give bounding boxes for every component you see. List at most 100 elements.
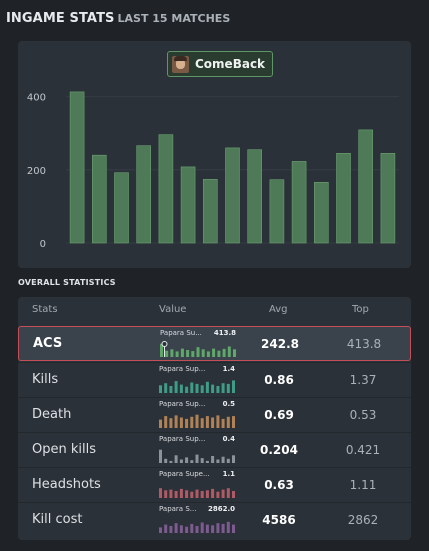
- stat-sparkline: Papara S... 2862.0: [159, 505, 235, 536]
- sparkline-bar: [195, 454, 199, 463]
- sparkline-bar: [195, 383, 199, 393]
- stat-row[interactable]: Kills Papara Sup... 1.4 0.86 1.37: [18, 362, 411, 397]
- sparkline-player-value: 413.8: [213, 329, 236, 337]
- chart-bar[interactable]: [158, 134, 174, 244]
- stat-sparkline: Papara Supe... 1.1: [159, 470, 235, 501]
- sparkline-marker-dot: [161, 341, 168, 347]
- chart-bar[interactable]: [114, 172, 129, 244]
- sparkline-bar: [195, 526, 199, 533]
- chart-bar[interactable]: [247, 149, 262, 244]
- sparkline-bar: [233, 349, 236, 357]
- sparkline-bar: [200, 418, 204, 428]
- sparkline-player-value: 0.5: [222, 400, 235, 408]
- stat-avg: 0.204: [260, 443, 298, 457]
- sparkline-bar: [221, 523, 225, 533]
- stat-top: 0.53: [349, 408, 377, 422]
- stat-label: Open kills: [32, 442, 96, 457]
- chart-bar[interactable]: [69, 91, 85, 244]
- sparkline-bar: [226, 416, 230, 428]
- chart-bar[interactable]: [225, 147, 240, 244]
- sparkline-bar: [217, 350, 221, 357]
- sparkline-bar: [205, 490, 209, 498]
- sparkline-bar: [174, 415, 178, 428]
- sparkline-bar: [185, 526, 189, 533]
- sparkline-bar: [159, 527, 162, 533]
- stat-row[interactable]: Death Papara Sup... 0.5 0.69 0.53: [18, 397, 411, 432]
- sparkline-player-name: Papara Supe...: [159, 470, 210, 478]
- sparkline-bar: [195, 414, 199, 428]
- page-subtitle: LAST 15 MATCHES: [117, 12, 231, 25]
- sparkline-bar: [216, 491, 220, 498]
- stat-top: 2862: [347, 513, 379, 527]
- stat-avg: 242.8: [261, 337, 299, 351]
- sparkline-player-name: Papara Sup...: [159, 365, 206, 373]
- sparkline-player-value: 1.1: [222, 470, 235, 478]
- stat-row[interactable]: Kill cost Papara S... 2862.0 4586 2862: [18, 502, 411, 537]
- chart-bar[interactable]: [92, 154, 107, 244]
- player-name: ComeBack: [195, 57, 266, 71]
- sparkline-bar: [212, 348, 216, 357]
- sparkline-bar: [195, 489, 199, 498]
- page-title: INGAME STATS: [6, 11, 115, 26]
- player-tag[interactable]: ComeBack: [167, 51, 274, 77]
- sparkline-bar: [206, 351, 210, 357]
- stat-row[interactable]: Open kills Papara Sup... 0.4 0.204 0.421: [18, 432, 411, 467]
- chart-bar[interactable]: [313, 182, 329, 244]
- table-header: Stats Value Avg Top: [18, 297, 411, 323]
- chart-bar[interactable]: [380, 153, 396, 244]
- sparkline-bar: [186, 350, 190, 357]
- sparkline-bar: [179, 488, 183, 498]
- sparkline-bar: [169, 489, 173, 498]
- sparkline-bar: [190, 416, 194, 428]
- sparkline-bar: [169, 526, 173, 533]
- sparkline-bar: [221, 383, 225, 393]
- sparkline-bar: [226, 521, 230, 533]
- sparkline-bar: [226, 488, 230, 498]
- sparkline-player-name: Papara S...: [159, 505, 197, 513]
- chart-bar[interactable]: [336, 153, 351, 244]
- sparkline-bar: [232, 416, 235, 428]
- sparkline-bar: [190, 382, 194, 393]
- stat-sparkline: Papara Sup... 0.5: [159, 400, 235, 431]
- sparkline-bars: [159, 521, 235, 533]
- sparkline-bar: [216, 386, 220, 393]
- acs-bar-chart: 0 200 400: [27, 91, 399, 250]
- stat-row[interactable]: Headshots Papara Supe... 1.1 0.63 1.11: [18, 467, 411, 502]
- sparkline-bar: [221, 456, 225, 463]
- chart-bar[interactable]: [180, 166, 196, 244]
- stat-top: 0.421: [345, 443, 381, 457]
- sparkline-bar: [200, 458, 204, 463]
- stat-sparkline: Papara Sup... 0.4: [159, 435, 235, 466]
- chart-bar[interactable]: [203, 179, 218, 244]
- sparkline-bar: [232, 491, 235, 498]
- sparkline-bar: [211, 525, 215, 533]
- sparkline-bar: [232, 455, 235, 463]
- stats-table: Stats Value Avg Top ACS Papara Su... 413.8…: [18, 297, 411, 540]
- sparkline-bar: [200, 522, 204, 533]
- stat-row[interactable]: ACS Papara Su... 413.8 242.8 413.8: [18, 326, 411, 361]
- stat-avg: 0.86: [264, 373, 294, 387]
- sparkline-bar: [205, 460, 209, 463]
- sparkline-bar: [216, 415, 220, 428]
- sparkline-bar: [164, 458, 168, 463]
- sparkline-bars: [159, 449, 235, 463]
- chart-bar[interactable]: [136, 145, 151, 244]
- sparkline-player-value: 0.4: [222, 435, 235, 443]
- sparkline-bar: [169, 418, 173, 428]
- stat-top: 1.37: [349, 373, 377, 387]
- stat-label: ACS: [33, 336, 63, 351]
- sparkline-bar: [175, 351, 179, 357]
- sparkline-bar: [159, 449, 162, 463]
- sparkline-bar: [164, 524, 168, 533]
- sparkline-bar: [226, 458, 230, 463]
- column-header-avg: Avg: [269, 304, 288, 315]
- stat-label: Kill cost: [32, 512, 83, 527]
- chart-bar[interactable]: [269, 179, 285, 244]
- page-header: INGAME STATS LAST 15 MATCHES: [6, 7, 230, 26]
- sparkline-bar: [170, 349, 174, 357]
- sparkline-bar: [227, 346, 231, 357]
- sparkline-bars: [159, 488, 235, 498]
- y-tick-label: 400: [27, 93, 46, 104]
- chart-bar[interactable]: [291, 161, 307, 244]
- chart-bar[interactable]: [358, 129, 374, 244]
